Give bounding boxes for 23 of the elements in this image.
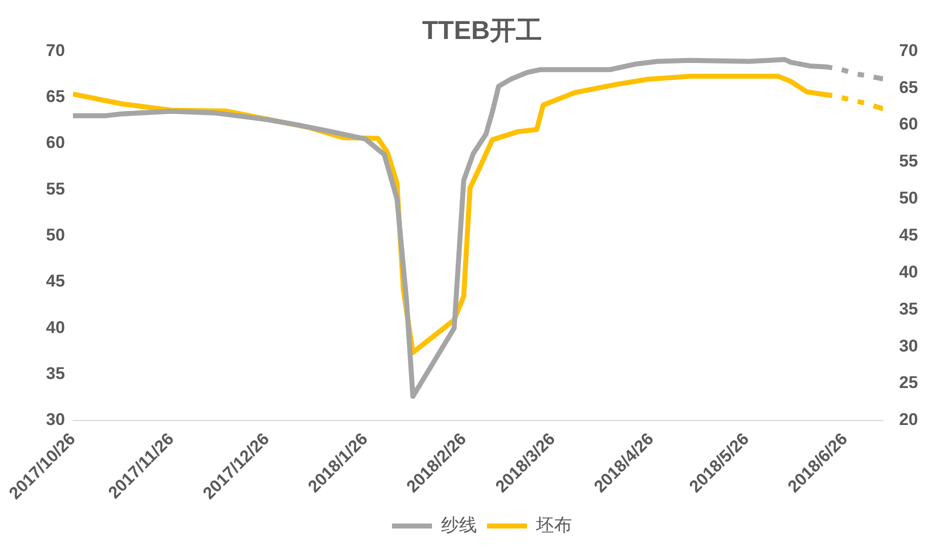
y2-tick-label: 35 (899, 299, 918, 318)
y-tick-label: 35 (46, 364, 65, 383)
y2-tick-label: 45 (899, 225, 918, 244)
legend-label: 坯布 (535, 514, 572, 535)
y-tick-label: 65 (46, 87, 65, 106)
y-tick-label: 40 (46, 318, 65, 337)
y2-tick-label: 25 (899, 373, 918, 392)
y-tick-label: 70 (46, 40, 65, 60)
y2-tick-label: 60 (899, 114, 918, 134)
y2-tick-label: 20 (899, 410, 918, 430)
y-tick-label: 55 (46, 179, 65, 198)
y2-tick-label: 65 (899, 78, 918, 97)
y-tick-label: 30 (46, 410, 65, 430)
y2-tick-label: 55 (899, 152, 918, 171)
y2-tick-label: 30 (899, 336, 918, 356)
chart-title: TTEB开工 (422, 14, 542, 45)
y-tick-label: 60 (46, 133, 65, 152)
y-tick-label: 50 (46, 225, 65, 244)
y-tick-label: 45 (46, 272, 65, 291)
y2-tick-label: 50 (899, 188, 918, 208)
legend-label: 纱线 (441, 514, 477, 535)
y2-tick-label: 70 (899, 40, 918, 60)
y2-tick-label: 40 (899, 262, 918, 282)
